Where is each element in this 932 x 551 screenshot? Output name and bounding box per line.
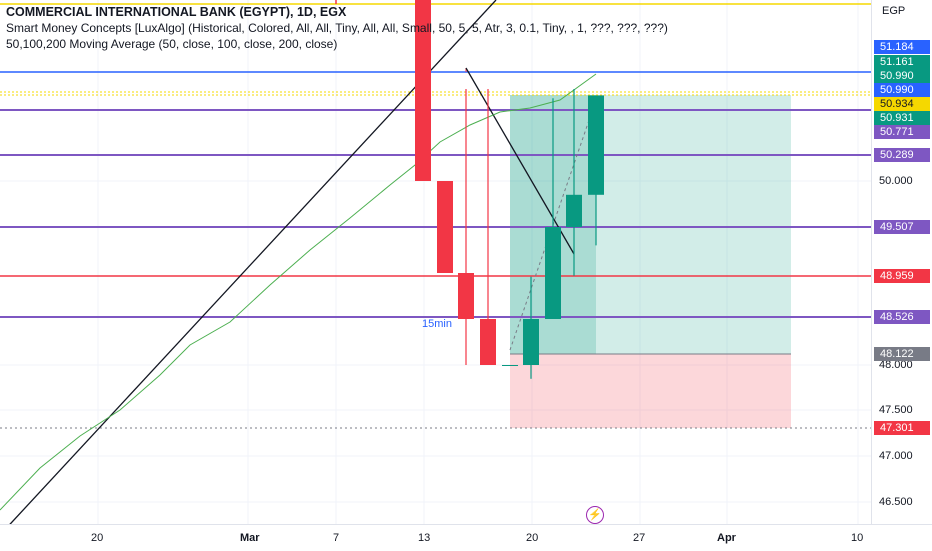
candle-body[interactable] [566, 194, 582, 227]
symbol-title[interactable]: COMMERCIAL INTERNATIONAL BANK (EGYPT), 1… [6, 5, 347, 19]
trend-line[interactable] [0, 0, 497, 536]
price-tag: 50.289 [874, 148, 930, 162]
lightning-icon[interactable]: ⚡ [586, 506, 604, 524]
stop-zone[interactable] [510, 354, 791, 428]
candles [415, 0, 604, 379]
time-axis[interactable] [0, 524, 932, 551]
price-tick: 50.000 [879, 175, 913, 187]
price-tag: 47.301 [874, 421, 930, 435]
time-tick: 13 [418, 532, 431, 544]
time-tick: 20 [91, 532, 104, 544]
candle-body[interactable] [588, 95, 604, 195]
indicator-ma[interactable]: 50,100,200 Moving Average (50, close, 10… [6, 37, 338, 51]
candle-body[interactable] [545, 227, 561, 319]
currency-label: EGP [882, 5, 906, 17]
time-tick: 10 [851, 532, 864, 544]
moving-average-line [0, 73, 597, 511]
time-tick: 27 [633, 532, 646, 544]
price-tag: 51.184 [874, 40, 930, 54]
candle-body[interactable] [437, 181, 453, 273]
time-tick: Mar [240, 532, 260, 544]
price-tag: 51.161 [874, 55, 930, 69]
price-tick: 47.500 [879, 404, 913, 416]
price-tag: 48.959 [874, 269, 930, 283]
candle-body[interactable] [480, 319, 496, 365]
price-tag: 50.990 [874, 83, 930, 97]
candle-body[interactable] [502, 365, 518, 366]
chart-legend: COMMERCIAL INTERNATIONAL BANK (EGYPT), 1… [6, 4, 668, 52]
candle-body[interactable] [523, 319, 539, 365]
price-tag-current: 50.934 [874, 97, 930, 111]
price-tag: 48.122 [874, 347, 930, 361]
price-tag: 48.526 [874, 310, 930, 324]
candle-body[interactable] [458, 273, 474, 319]
price-tag: 49.507 [874, 220, 930, 234]
price-tag: 50.931 [874, 111, 930, 125]
price-tick: 48.000 [879, 359, 913, 371]
trend-line-2[interactable] [465, 67, 575, 255]
timeframe-annotation[interactable]: 15min [422, 318, 452, 330]
price-tick: 46.500 [879, 496, 913, 508]
price-tick: 47.000 [879, 450, 913, 462]
price-tag: 50.990 [874, 69, 930, 83]
levels [0, 0, 871, 429]
candle-body[interactable] [415, 0, 431, 181]
price-tag: 50.771 [874, 125, 930, 139]
indicator-smc[interactable]: Smart Money Concepts [LuxAlgo] (Historic… [6, 21, 668, 35]
time-tick: 20 [526, 532, 539, 544]
grid [0, 0, 871, 524]
time-tick: Apr [717, 532, 736, 544]
time-tick: 7 [333, 532, 340, 544]
